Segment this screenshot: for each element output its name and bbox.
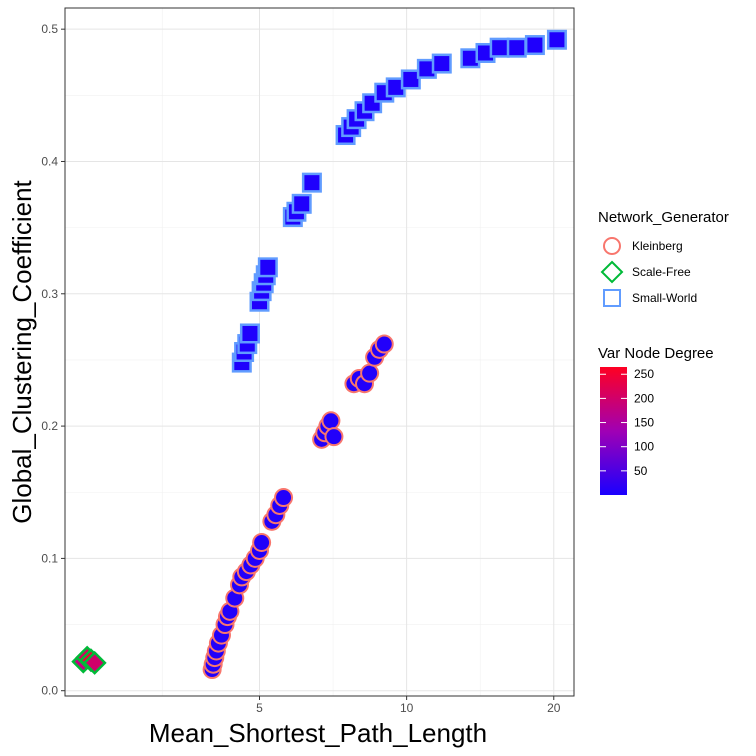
legend-key-small-world: Small-World: [603, 289, 697, 307]
y-tick-label: 0.1: [41, 551, 58, 565]
circle-icon: [603, 237, 621, 255]
x-tick-label: 5: [256, 701, 263, 715]
x-tick-label: 10: [400, 701, 414, 715]
colorbar-label: 50: [634, 464, 648, 478]
data-point: [388, 79, 404, 95]
shape-legend-keys: Kleinberg Scale-Free Small-World: [600, 237, 697, 307]
legend-label: Small-World: [632, 291, 697, 305]
data-point: [222, 603, 238, 619]
data-point: [509, 40, 525, 56]
colorbar: [600, 367, 627, 495]
colorbar-label: 150: [634, 416, 654, 430]
data-point: [478, 45, 494, 61]
panel-background: [65, 8, 574, 696]
color-legend: Var Node Degree 50 100 150 200 250: [598, 345, 714, 495]
data-point: [549, 32, 565, 48]
y-tick-label: 0.4: [41, 154, 58, 168]
y-axis-title: Global_Clustering_Coefficient: [7, 179, 37, 523]
data-point: [403, 71, 419, 87]
data-point: [86, 654, 104, 672]
data-point: [254, 535, 270, 551]
data-point: [419, 61, 435, 77]
data-point: [304, 175, 320, 191]
data-point: [326, 429, 342, 445]
series-scale-free: [71, 645, 107, 675]
colorbar-label: 250: [634, 367, 654, 381]
panel-grid: [65, 8, 574, 696]
shape-legend-title: Network_Generator: [598, 209, 729, 226]
data-point: [462, 50, 478, 66]
data-point: [527, 37, 543, 53]
legend-label: Scale-Free: [632, 265, 691, 279]
data-point: [492, 40, 508, 56]
y-tick-label: 0.3: [41, 287, 58, 301]
colorbar-label: 100: [634, 440, 654, 454]
shape-legend: Network_Generator Kleinberg Scale-Free Sma…: [598, 209, 729, 307]
series-small-world: [231, 29, 567, 373]
legend-key-kleinberg: Kleinberg: [603, 237, 683, 255]
legend-label: Kleinberg: [632, 239, 683, 253]
axis-ticks: [61, 28, 555, 700]
x-axis-title: Mean_Shortest_Path_Length: [149, 718, 487, 748]
color-legend-title: Var Node Degree: [598, 345, 714, 362]
square-icon: [603, 289, 621, 307]
series-kleinberg: [202, 334, 394, 680]
data-point: [294, 196, 310, 212]
x-tick-label: 20: [547, 701, 561, 715]
x-tick-labels: 5 10 20: [256, 701, 561, 715]
y-tick-label: 0.5: [41, 22, 58, 36]
colorbar-label: 200: [634, 391, 654, 405]
panel-border: [64, 7, 575, 697]
y-tick-label: 0.2: [41, 419, 58, 433]
data-point: [242, 325, 258, 341]
data-point: [227, 590, 243, 606]
data-point: [323, 413, 339, 429]
colorbar-ticks: 50 100 150 200 250: [600, 367, 654, 478]
plot-points: [71, 29, 567, 680]
data-point: [260, 259, 276, 275]
data-point: [376, 336, 392, 352]
diamond-icon: [600, 260, 624, 284]
legend-key-scale-free: Scale-Free: [600, 260, 691, 284]
y-tick-labels: 0.0 0.1 0.2 0.3 0.4 0.5: [41, 22, 58, 698]
data-point: [434, 56, 450, 72]
data-point: [362, 365, 378, 381]
data-point: [276, 490, 292, 506]
y-tick-label: 0.0: [41, 684, 58, 698]
